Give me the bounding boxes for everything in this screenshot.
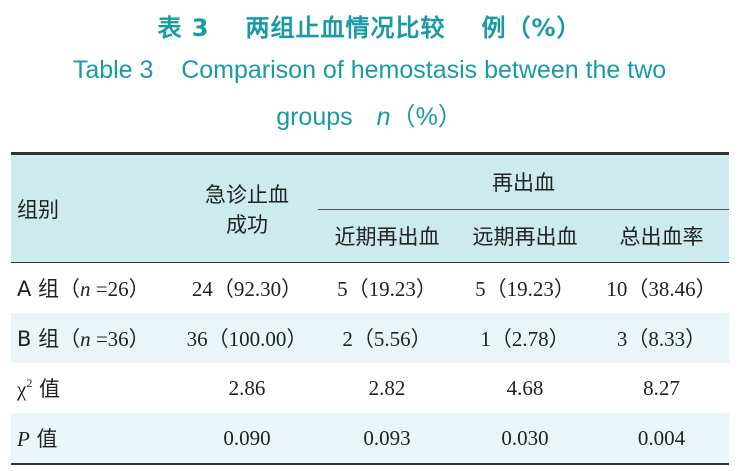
table-caption-en-2: groups [276,103,353,131]
table-row-chi-square: χ2 值 2.86 2.82 4.68 8.27 [11,363,729,413]
cell-emergency-p: 0.090 [176,413,318,465]
table-number-cn: 表 3 [157,14,210,42]
row-label-p-value: P 值 [11,413,176,465]
cell-long-term-chi: 4.68 [506,375,544,400]
table-unit-n: n [376,103,391,131]
table-title-en-line1: Table 3 Comparison of hemostasis between… [0,56,739,85]
table-caption-cn: 两组止血情况比较 [245,14,446,42]
cell-total-p: 0.004 [594,413,729,465]
cell-long-term-a: 5（19.23） [475,277,575,301]
table-row-p-value: P 值 0.090 0.093 0.030 0.004 [11,413,729,465]
header-long-term: 远期再出血 [456,209,594,263]
cell-total-a: 10（38.46） [606,277,717,301]
table-caption-en-1: Table 3 Comparison of hemostasis between… [72,56,667,84]
header-rebleeding: 再出血 [318,152,729,210]
header-emergency: 急诊止血 成功 [176,152,318,263]
table-title-en-line2: groups n（%） [0,97,739,133]
header-emergency-line2: 成功 [226,212,268,237]
cell-emergency-b: 36（100.00） [176,313,318,363]
cell-short-term-chi: 2.82 [368,375,406,400]
header-total-rate: 总出血率 [594,209,729,263]
header-short-term: 近期再出血 [318,209,456,263]
table-title-cn: 表 3 两组止血情况比较 例（%） [0,8,739,43]
cell-total-chi: 8.27 [643,375,680,400]
header-emergency-line1: 急诊止血 [205,182,289,207]
cell-emergency-chi: 2.86 [228,375,266,400]
table-row-group-b: B 组（n =36） 36（100.00） 2（5.56） 1（2.78） 3（… [11,313,729,363]
row-label-chi-square: χ2 值 [17,376,61,401]
cell-short-term-b: 2（5.56） [318,313,456,363]
table-row-group-a: A 组（n =26） 24（92.30） 5（19.23） 5（19.23） 1… [11,262,729,314]
table-unit-cn: 例（%） [481,14,582,42]
cell-long-term-b: 1（2.78） [456,313,594,363]
header-group: 组别 [11,152,176,263]
cell-total-b: 3（8.33） [594,313,729,363]
cell-long-term-p: 0.030 [456,413,594,465]
hemostasis-table: 组别 急诊止血 成功 再出血 近期再出血 远期再出血 总出血率 A 组（n =2… [11,152,729,465]
row-label-b: B 组（n =36） [11,313,176,363]
cell-emergency-a: 24（92.30） [191,277,303,301]
cell-short-term-a: 5（19.23） [337,277,437,301]
cell-short-term-p: 0.093 [318,413,456,465]
row-label-a: A 组（n =26） [17,277,150,301]
table-unit-pct: （%） [390,103,463,131]
